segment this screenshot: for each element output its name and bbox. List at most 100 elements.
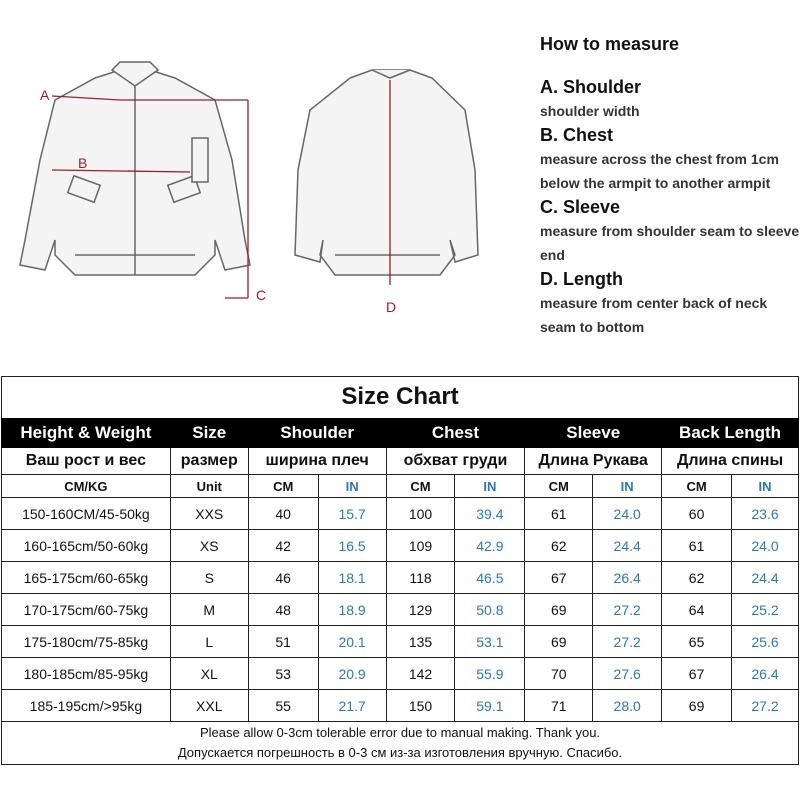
footer-note-ru: Допускается погрешность в 0-3 см из-за и… (177, 745, 623, 760)
table-cell: 175-180cm/75-85kg (1, 625, 171, 658)
table-cell: XL (169, 657, 249, 690)
table-cell: 59.1 (454, 689, 526, 722)
table-cell: 26.4 (731, 657, 799, 690)
table-cell: S (169, 561, 249, 594)
unit-cell: CM (247, 474, 319, 498)
table-cell: L (169, 625, 249, 658)
table-cell: 16.5 (317, 529, 387, 562)
jacket-illustration: A B C D (0, 0, 520, 360)
header-cell: Chest (385, 418, 526, 448)
table-row: 150-160CM/45-50kg XXS 40 15.7 100 39.4 61 24.0 6… (1, 497, 799, 530)
header-row: Height & Weight Size Shoulder Chest Slee… (1, 418, 799, 448)
measure-desc: shoulder width (540, 103, 640, 119)
table-row: 170-175cm/60-75kg M 48 18.9 129 50.8 69 27.2 64 2… (1, 593, 799, 626)
table-cell: 60 (661, 497, 733, 530)
table-row: 165-175cm/60-65kg S 46 18.1 118 46.5 67 26.4 62 2… (1, 561, 799, 594)
size-chart-title: Size Chart (1, 376, 799, 420)
table-cell: 53.1 (454, 625, 526, 658)
unit-cell: CM (385, 474, 456, 498)
table-cell: 21.7 (317, 689, 387, 722)
table-cell: 70 (524, 657, 594, 690)
header-cell: Size (169, 418, 249, 448)
table-cell: 25.2 (731, 593, 799, 626)
table-cell: 64 (661, 593, 733, 626)
how-to-measure: How to measure A. Shoulder shoulder widt… (540, 34, 800, 339)
measure-title: D. Length (540, 269, 623, 289)
table-cell: 69 (524, 593, 594, 626)
table-cell: 48 (247, 593, 319, 626)
unit-cell: CM (524, 474, 594, 498)
table-cell: XXL (169, 689, 249, 722)
table-cell: 71 (524, 689, 594, 722)
measure-item-chest: B. Chest measure across the chest from 1… (540, 123, 800, 195)
table-row: 175-180cm/75-85kg L 51 20.1 135 53.1 69 27.2 65 2… (1, 625, 799, 658)
unit-cell: IN (317, 474, 387, 498)
table-cell: 142 (385, 657, 456, 690)
unit-row: CM/KG Unit CM IN CM IN CM IN CM IN (1, 474, 799, 498)
unit-cell: Unit (169, 474, 249, 498)
footer-row: Please allow 0-3cm tolerable error due t… (1, 721, 799, 765)
table-cell: 109 (385, 529, 456, 562)
table-cell: M (169, 593, 249, 626)
how-to-measure-heading: How to measure (540, 34, 680, 54)
header-cell-ru: размер (169, 447, 249, 475)
table-cell: 129 (385, 593, 456, 626)
table-cell: 53 (247, 657, 319, 690)
table-cell: 26.4 (592, 561, 663, 594)
table-cell: 24.0 (731, 529, 799, 562)
table-cell: 69 (524, 625, 594, 658)
measure-desc: measure from center back of neck seam to… (540, 295, 768, 335)
table-cell: 23.6 (731, 497, 799, 530)
table-cell: 170-175cm/60-75kg (1, 593, 171, 626)
front-collar (110, 61, 160, 87)
header-cell: Back Length (661, 418, 799, 448)
table-cell: 25.6 (731, 625, 799, 658)
table-cell: 135 (385, 625, 456, 658)
table-cell: 165-175cm/60-65kg (1, 561, 171, 594)
unit-cell: IN (592, 474, 663, 498)
label-d: D (386, 299, 396, 315)
measure-item-shoulder: A. Shoulder shoulder width (540, 75, 800, 123)
table-row: 180-185cm/85-95kg XL 53 20.9 142 55.9 70 27.6 67… (1, 657, 799, 690)
table-cell: 55.9 (454, 657, 526, 690)
table-cell: 20.1 (317, 625, 387, 658)
table-cell: 46 (247, 561, 319, 594)
measure-title: B. Chest (540, 125, 614, 145)
table-cell: 40 (247, 497, 319, 530)
table-cell: 62 (661, 561, 733, 594)
label-c: C (256, 287, 266, 303)
table-cell: 15.7 (317, 497, 387, 530)
table-cell: 61 (524, 497, 594, 530)
label-a: A (40, 87, 50, 103)
back-jacket-body (294, 69, 479, 276)
table-cell: 24.0 (592, 497, 663, 530)
table-cell: 27.2 (731, 689, 799, 722)
header-cell-ru: Длина спины (661, 447, 799, 475)
measure-title: A. Shoulder (540, 77, 642, 97)
table-cell: 24.4 (731, 561, 799, 594)
table-cell: 28.0 (592, 689, 663, 722)
table-cell: 180-185cm/85-95kg (1, 657, 171, 690)
table-cell: 51 (247, 625, 319, 658)
measure-item-length: D. Length measure from center back of ne… (540, 267, 800, 339)
header-cell: Shoulder (247, 418, 387, 448)
table-cell: 160-165cm/50-60kg (1, 529, 171, 562)
table-cell: 18.1 (317, 561, 387, 594)
table-cell: 27.6 (592, 657, 663, 690)
table-cell: 55 (247, 689, 319, 722)
table-cell: 65 (661, 625, 733, 658)
table-row: 185-195cm/>95kg XXL 55 21.7 150 59.1 71 28.0 69 2… (1, 689, 799, 722)
label-b: B (78, 155, 87, 171)
table-cell: XS (169, 529, 249, 562)
measure-title: C. Sleeve (540, 197, 621, 217)
measure-item-sleeve: C. Sleeve measure from shoulder seam to … (540, 195, 800, 267)
table-row: 160-165cm/50-60kg XS 42 16.5 109 42.9 62 24.4 61… (1, 529, 799, 562)
header-cell: Sleeve (524, 418, 663, 448)
header-cell: Height & Weight (1, 418, 171, 448)
table-cell: 118 (385, 561, 456, 594)
table-cell: 27.2 (592, 625, 663, 658)
header-cell-ru: ширина плеч (247, 447, 387, 475)
table-cell: 61 (661, 529, 733, 562)
table-cell: 150-160CM/45-50kg (1, 497, 171, 530)
header-cell-ru: Длина Рукава (524, 447, 663, 475)
